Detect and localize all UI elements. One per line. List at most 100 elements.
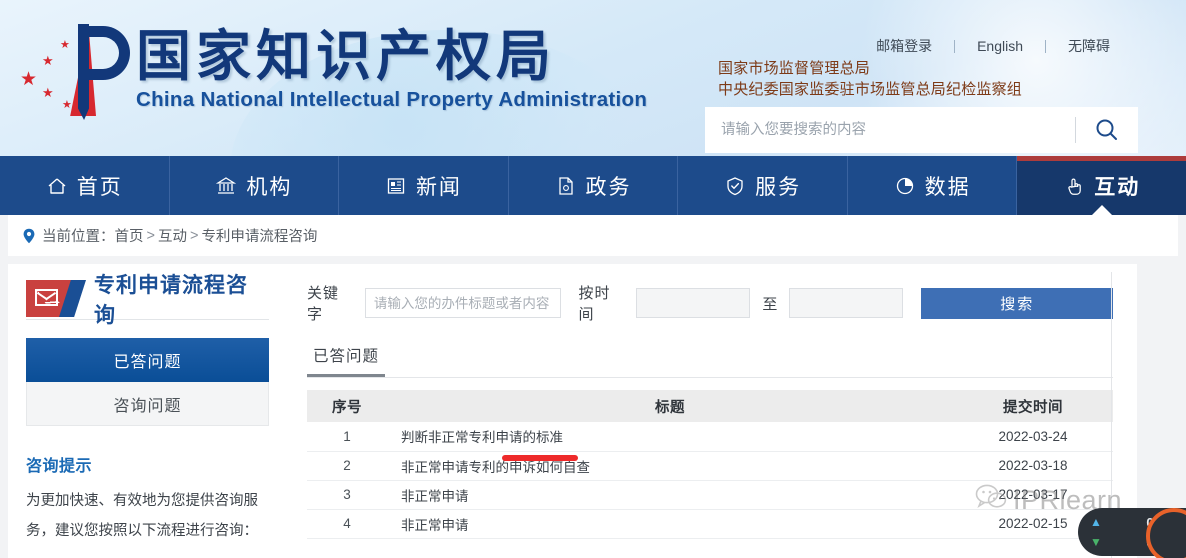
search-submit-button[interactable]	[1076, 107, 1138, 153]
newspaper-icon	[385, 175, 407, 197]
site-logo[interactable]: ★ ★ ★ ★ ★ 国家知识产权局 China National Intelle…	[16, 18, 647, 122]
divider	[1075, 117, 1076, 143]
star-icon: ★	[20, 69, 38, 90]
breadcrumb-prefix: 当前位置：	[42, 229, 115, 245]
nav-item-organization[interactable]: 机构	[170, 156, 340, 215]
nav-item-interaction[interactable]: 互动	[1017, 156, 1186, 215]
cell-title[interactable]: 非正常申请	[387, 509, 953, 539]
questions-table: 序号 标题 提交时间 1 判断非正常专利申请的标准 2022-03-24 2	[307, 390, 1113, 539]
table-body: 1 判断非正常专利申请的标准 2022-03-24 2 非正常申请专利的申诉如何…	[307, 422, 1113, 539]
nav-item-home[interactable]: 首页	[0, 156, 170, 215]
table-row[interactable]: 2 非正常申请专利的申诉如何自查 2022-03-18	[307, 451, 1113, 481]
pie-chart-icon	[894, 175, 916, 197]
date-range-separator: 至	[762, 295, 778, 313]
cell-date: 2022-03-18	[953, 451, 1113, 481]
sidebar-header: 专利申请流程咨询	[26, 274, 269, 327]
site-title-en: China National Intellectual Property Adm…	[136, 87, 648, 111]
breadcrumb-separator: >	[189, 227, 199, 244]
cell-title[interactable]: 非正常申请	[387, 480, 953, 510]
nav-item-news[interactable]: 新闻	[339, 156, 509, 215]
affiliated-org-links: 国家市场监督管理总局 中央纪委国家监委驻市场监管总局纪检监察组	[718, 58, 1022, 100]
document-icon	[555, 175, 577, 197]
cell-title[interactable]: 判断非正常专利申请的标准	[387, 422, 953, 452]
content-card: 专利申请流程咨询 已答问题 咨询问题 咨询提示 为更加快速、有效地为您提供咨询服…	[8, 264, 1137, 558]
home-icon	[46, 175, 68, 197]
hand-pointer-icon	[1063, 175, 1085, 197]
star-icon: ★	[62, 99, 72, 111]
divider	[1045, 39, 1046, 53]
column-header-date: 提交时间	[953, 390, 1113, 422]
cell-date: 2022-03-17	[953, 480, 1113, 510]
breadcrumb-bar: 当前位置： 首页 > 互动 > 专利申请流程咨询	[0, 215, 1186, 256]
search-input[interactable]	[705, 107, 1075, 153]
cell-title[interactable]: 非正常申请专利的申诉如何自查	[387, 451, 953, 481]
search-button[interactable]: 搜索	[921, 287, 1113, 319]
main-navigation: 首页 机构 新闻 政务 服务	[0, 156, 1186, 215]
nav-label: 首页	[76, 175, 123, 199]
breadcrumb-separator: >	[146, 227, 155, 244]
table-row[interactable]: 3 非正常申请 2022-03-17	[307, 480, 1113, 510]
keyword-label: 关键字	[307, 285, 340, 323]
nav-label: 互动	[1094, 175, 1141, 199]
breadcrumb-item-home[interactable]: 首页	[114, 229, 144, 245]
date-from-input[interactable]	[636, 288, 751, 318]
nav-item-government-affairs[interactable]: 政务	[509, 156, 679, 215]
nav-label: 服务	[755, 175, 802, 199]
nav-label: 数据	[924, 175, 971, 199]
top-utility-links: 邮箱登录 English 无障碍	[854, 36, 1132, 56]
bank-icon	[215, 175, 237, 197]
keyword-input[interactable]	[364, 288, 561, 318]
search-icon	[1096, 119, 1117, 140]
table-header-row: 序号 标题 提交时间	[307, 390, 1113, 422]
cell-no: 3	[307, 480, 387, 510]
star-icon: ★	[42, 85, 54, 100]
breadcrumb-item-interaction[interactable]: 互动	[157, 229, 187, 245]
sidebar-item-ask-question[interactable]: 咨询问题	[26, 382, 269, 426]
link-accessibility[interactable]: 无障碍	[1068, 38, 1110, 54]
tab-answered-questions[interactable]: 已答问题	[307, 344, 386, 377]
shield-check-icon	[724, 175, 746, 197]
filter-bar: 关键字 按时间 至 搜索	[307, 282, 1113, 324]
page-body: 专利申请流程咨询 已答问题 咨询问题 咨询提示 为更加快速、有效地为您提供咨询服…	[0, 256, 1186, 558]
location-pin-icon	[22, 228, 36, 244]
sidebar-item-label: 咨询问题	[113, 397, 182, 415]
nav-label: 机构	[246, 175, 293, 199]
sidebar-item-answered-questions[interactable]: 已答问题	[26, 338, 269, 382]
link-english[interactable]: English	[977, 38, 1023, 54]
cell-no: 4	[307, 509, 387, 539]
envelope-icon	[26, 280, 86, 317]
breadcrumb: 当前位置： 首页 > 互动 > 专利申请流程咨询	[8, 215, 1178, 256]
download-arrow-icon: ▼	[1090, 535, 1102, 549]
sidebar-tab-group: 已答问题 咨询问题	[26, 338, 269, 426]
red-underline-annotation	[502, 455, 578, 461]
site-header: ★ ★ ★ ★ ★ 国家知识产权局 China National Intelle…	[0, 0, 1186, 156]
cell-no: 2	[307, 451, 387, 481]
org-line-1[interactable]: 国家市场监督管理总局	[718, 60, 871, 77]
site-search-box	[705, 107, 1138, 153]
date-to-input[interactable]	[789, 288, 904, 318]
breadcrumb-item-current: 专利申请流程咨询	[201, 229, 318, 245]
consultation-tip-title: 咨询提示	[26, 458, 93, 475]
sidebar: 专利申请流程咨询 已答问题 咨询问题 咨询提示 为更加快速、有效地为您提供咨询服…	[8, 264, 285, 558]
nav-label: 新闻	[415, 175, 462, 199]
network-widget-accent-ring[interactable]	[1146, 508, 1186, 558]
sidebar-title: 专利申请流程咨询	[94, 273, 248, 327]
link-mail-login[interactable]: 邮箱登录	[876, 38, 933, 54]
cell-no: 1	[307, 422, 387, 452]
panel-divider	[1111, 272, 1112, 558]
nav-item-data[interactable]: 数据	[848, 156, 1018, 215]
table-row[interactable]: 1 判断非正常专利申请的标准 2022-03-24	[307, 422, 1113, 452]
column-header-title: 标题	[387, 390, 953, 422]
star-icon: ★	[60, 39, 70, 51]
org-line-2[interactable]: 中央纪委国家监委驻市场监管总局纪检监察组	[718, 81, 1023, 98]
main-panel: 关键字 按时间 至 搜索 已答问题 序号 标题	[285, 264, 1137, 558]
consultation-tip-body: 为更加快速、有效地为您提供咨询服务，建议您按照以下流程进行咨询：	[26, 493, 258, 539]
nav-item-service[interactable]: 服务	[678, 156, 848, 215]
date-label: 按时间	[578, 285, 611, 323]
sidebar-item-label: 已答问题	[113, 354, 182, 371]
star-icon: ★	[42, 53, 54, 68]
upload-arrow-icon: ▲	[1090, 515, 1102, 529]
column-header-no: 序号	[307, 390, 387, 422]
table-row[interactable]: 4 非正常申请 2022-02-15	[307, 509, 1113, 539]
